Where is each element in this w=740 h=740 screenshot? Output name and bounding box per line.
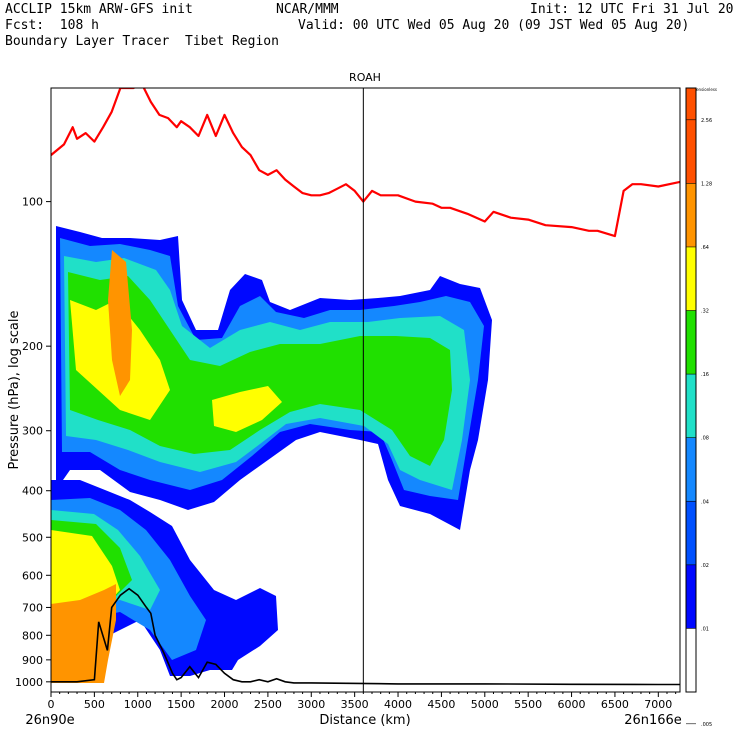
x-start-label: 26n90e bbox=[25, 713, 74, 728]
colorbar-swatch bbox=[686, 119, 696, 184]
x-tick-label: 4000 bbox=[384, 698, 412, 711]
forecast-hour-label: Fcst: 108 h bbox=[5, 18, 99, 33]
y-axis-label: Pressure (hPa), log scale bbox=[7, 311, 22, 470]
colorbar-swatch bbox=[686, 310, 696, 375]
colorbar-frame bbox=[685, 87, 697, 693]
colorbar: Dimensionless 2.56 1.28 .64 .32 .16 .08 .04 .02… bbox=[685, 87, 717, 728]
colorbar-level-label: .08 bbox=[701, 436, 709, 442]
y-axis: 100 200 300 400 500 600 700 800 900 1000 bbox=[15, 196, 51, 689]
colorbar-level-label: .02 bbox=[701, 563, 709, 569]
y-tick-label: 400 bbox=[22, 485, 43, 498]
tracer-contour-004 bbox=[68, 272, 452, 466]
x-tick-label: 1500 bbox=[167, 698, 195, 711]
y-tick-label: 300 bbox=[22, 425, 43, 438]
tracer-field bbox=[51, 226, 492, 683]
colorbar-level-label: .32 bbox=[701, 309, 709, 315]
colorbar-level-label: .04 bbox=[701, 499, 709, 505]
colorbar-swatch bbox=[686, 183, 696, 247]
terrain-layer bbox=[51, 587, 680, 686]
x-tick-label: 4500 bbox=[427, 698, 455, 711]
plot-frame bbox=[50, 87, 681, 693]
x-tick-label: 3500 bbox=[341, 698, 369, 711]
x-tick-label: 2500 bbox=[254, 698, 282, 711]
y-tick-label: 1000 bbox=[15, 676, 43, 689]
x-tick-label: 6500 bbox=[601, 698, 629, 711]
x-tick-label: 2000 bbox=[211, 698, 239, 711]
colorbar-title: Dimensionless bbox=[688, 87, 717, 92]
y-tick-label: 800 bbox=[22, 629, 43, 642]
x-tick-label: 5000 bbox=[471, 698, 499, 711]
colorbar-swatch bbox=[686, 88, 696, 120]
colorbar-level-label: 1.28 bbox=[701, 181, 712, 187]
y-tick-label: 900 bbox=[22, 654, 43, 667]
colorbar-level-label: .64 bbox=[701, 245, 709, 251]
terrain-line bbox=[51, 587, 680, 686]
colorbar-level-label: 2.56 bbox=[701, 118, 712, 124]
chart-subtitle: Boundary Layer Tracer Tibet Region bbox=[5, 34, 279, 49]
x-tick-label: 7000 bbox=[644, 698, 672, 711]
x-tick-label: 5500 bbox=[514, 698, 542, 711]
x-tick-label: 0 bbox=[48, 698, 55, 711]
model-title: ACCLIP 15km ARW-GFS init bbox=[5, 2, 193, 17]
tropopause-layer bbox=[51, 88, 680, 238]
init-time-label: Init: 12 UTC Fri 31 Jul 20 bbox=[530, 2, 734, 17]
y-tick-label: 100 bbox=[22, 196, 43, 209]
valid-time-label: Valid: 00 UTC Wed 05 Aug 20 (09 JST Wed … bbox=[298, 18, 690, 33]
colorbar-level-label: .16 bbox=[701, 372, 709, 378]
colorbar-swatch bbox=[686, 437, 696, 502]
colorbar-swatch bbox=[686, 501, 696, 565]
colorbar-swatch bbox=[686, 564, 696, 629]
colorbar-level-label: .01 bbox=[701, 626, 709, 632]
tracer-contour-007 bbox=[108, 250, 132, 396]
chart-title: ROAH bbox=[349, 71, 381, 84]
x-tick-label: 500 bbox=[84, 698, 105, 711]
colorbar-swatch bbox=[686, 246, 696, 311]
colorbar-swatch bbox=[686, 374, 696, 438]
colorbar-level-label: .005 bbox=[701, 722, 712, 728]
y-tick-label: 600 bbox=[22, 569, 43, 582]
institution-label: NCAR/MMM bbox=[276, 2, 339, 17]
y-tick-label: 700 bbox=[22, 601, 43, 614]
x-tick-label: 1000 bbox=[124, 698, 152, 711]
x-axis: 0 500 1000 1500 2000 2500 3000 3500 4000 4500 5000… bbox=[48, 692, 677, 711]
tracer-contour-006 bbox=[212, 386, 282, 432]
x-tick-label: 6000 bbox=[558, 698, 586, 711]
x-axis-label: Distance (km) bbox=[319, 713, 410, 728]
tropopause-line bbox=[51, 88, 680, 238]
tracer-contour-013 bbox=[51, 584, 116, 683]
colorbar-swatch bbox=[686, 628, 696, 692]
y-tick-label: 500 bbox=[22, 531, 43, 544]
x-tick-label: 3000 bbox=[297, 698, 325, 711]
y-tick-label: 200 bbox=[22, 340, 43, 353]
x-end-label: 26n166e bbox=[624, 713, 682, 728]
